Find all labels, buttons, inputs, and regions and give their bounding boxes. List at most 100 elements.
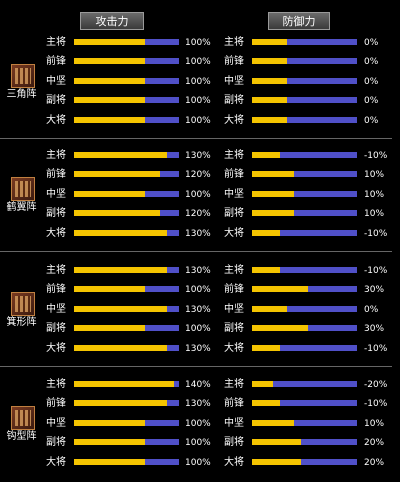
group-divider	[0, 366, 392, 367]
defense-bar	[252, 305, 357, 312]
stat-row: 副将 120% 副将 10%	[0, 205, 400, 223]
defense-role-label: 中坚	[224, 75, 244, 87]
defense-percent: 0%	[364, 76, 379, 87]
attack-percent: 100%	[185, 38, 211, 48]
defense-bar-fill	[252, 116, 287, 123]
formation-name: 箕形阵	[6, 317, 37, 328]
attack-bar	[74, 97, 179, 104]
defense-role-label: 中坚	[224, 188, 244, 200]
attack-percent: 130%	[185, 266, 211, 276]
defense-bar	[252, 419, 357, 426]
defense-role-label: 副将	[224, 95, 244, 107]
stat-row: 中坚 100% 中坚 10%	[0, 415, 400, 433]
attack-percent: 100%	[185, 418, 211, 429]
defense-role-label: 副将	[224, 208, 244, 220]
defense-bar-fill	[252, 419, 294, 426]
defense-percent: 20%	[364, 438, 385, 449]
attack-percent: 100%	[185, 285, 211, 296]
attack-bar-fill	[74, 267, 167, 273]
defense-role-label: 主将	[224, 37, 244, 48]
attack-percent: 130%	[185, 304, 211, 315]
stat-row: 中坚 100% 中坚 10%	[0, 186, 400, 204]
defense-percent: -10%	[364, 399, 388, 410]
attack-percent: 120%	[185, 170, 211, 181]
defense-bar	[252, 381, 357, 387]
defense-role-label: 大将	[224, 114, 244, 126]
formation-badge: 三角阵	[6, 64, 38, 102]
attack-bar-fill	[74, 210, 160, 217]
attack-bar	[74, 190, 179, 197]
defense-role-label: 大将	[224, 456, 244, 468]
stat-row: 前锋 120% 前锋 10%	[0, 166, 400, 184]
defense-percent: 10%	[364, 418, 385, 429]
attack-role-label: 副将	[46, 437, 66, 449]
attack-bar	[74, 171, 179, 178]
attack-bar-fill	[74, 116, 146, 123]
defense-bar-fill	[252, 286, 308, 293]
attack-bar-fill	[74, 39, 146, 45]
defense-bar	[252, 286, 357, 293]
defense-bar-fill	[252, 400, 280, 407]
stat-row: 前锋 130% 前锋 -10%	[0, 395, 400, 413]
defense-percent: 10%	[364, 170, 385, 181]
defense-bar	[252, 58, 357, 65]
defense-percent: 10%	[364, 209, 385, 220]
defense-percent: -10%	[364, 266, 388, 276]
defense-percent: 0%	[364, 304, 379, 315]
attack-role-label: 副将	[46, 208, 66, 220]
defense-percent: 0%	[364, 96, 379, 107]
defense-bar	[252, 325, 357, 332]
defense-bar	[252, 400, 357, 407]
defense-role-label: 前锋	[224, 284, 244, 296]
defense-role-label: 主将	[224, 379, 244, 390]
attack-bar	[74, 229, 179, 236]
defense-role-label: 主将	[224, 150, 244, 161]
defense-percent: -10%	[364, 151, 388, 161]
attack-bar	[74, 39, 179, 45]
attack-role-label: 主将	[46, 150, 66, 161]
stat-row: 主将 130% 主将 -10%	[0, 262, 400, 280]
attack-role-label: 前锋	[46, 284, 66, 296]
stat-row: 副将 100% 副将 30%	[0, 320, 400, 338]
defense-percent: 30%	[364, 324, 385, 335]
attack-bar	[74, 267, 179, 273]
defense-bar-fill	[252, 229, 280, 236]
attack-bar-fill	[74, 286, 146, 293]
defense-percent: 20%	[364, 457, 385, 468]
group-divider	[0, 138, 392, 139]
defense-bar-fill	[252, 305, 287, 312]
defense-bar-fill	[252, 381, 273, 387]
defense-bar	[252, 229, 357, 236]
defense-role-label: 前锋	[224, 169, 244, 181]
attack-percent: 130%	[185, 151, 211, 161]
attack-bar-fill	[74, 458, 146, 465]
attack-role-label: 主将	[46, 37, 66, 48]
attack-bar-fill	[74, 305, 167, 312]
defense-percent: -10%	[364, 228, 388, 239]
defense-bar	[252, 39, 357, 45]
attack-bar	[74, 458, 179, 465]
attack-role-label: 副将	[46, 95, 66, 107]
defense-bar-fill	[252, 267, 280, 273]
attack-bar-fill	[74, 344, 167, 351]
formation-icon	[11, 64, 35, 88]
defense-bar	[252, 458, 357, 465]
formation-icon	[11, 177, 35, 201]
stat-row: 大将 100% 大将 0%	[0, 112, 400, 130]
formation-name: 三角阵	[6, 89, 37, 100]
attack-bar-fill	[74, 171, 160, 178]
attack-bar-fill	[74, 229, 167, 236]
formation-badge: 钩型阵	[7, 406, 38, 444]
defense-role-label: 大将	[224, 342, 244, 354]
defense-bar	[252, 116, 357, 123]
attack-role-label: 大将	[46, 227, 66, 239]
attack-bar-fill	[74, 400, 167, 407]
defense-bar	[252, 77, 357, 84]
defense-bar-fill	[252, 344, 280, 351]
attack-percent: 120%	[185, 209, 211, 220]
attack-percent: 100%	[185, 324, 211, 335]
stat-row: 大将 130% 大将 -10%	[0, 340, 400, 358]
stat-row: 前锋 100% 前锋 0%	[0, 53, 400, 71]
defense-role-label: 前锋	[224, 56, 244, 68]
stat-row: 大将 100% 大将 20%	[0, 454, 400, 472]
